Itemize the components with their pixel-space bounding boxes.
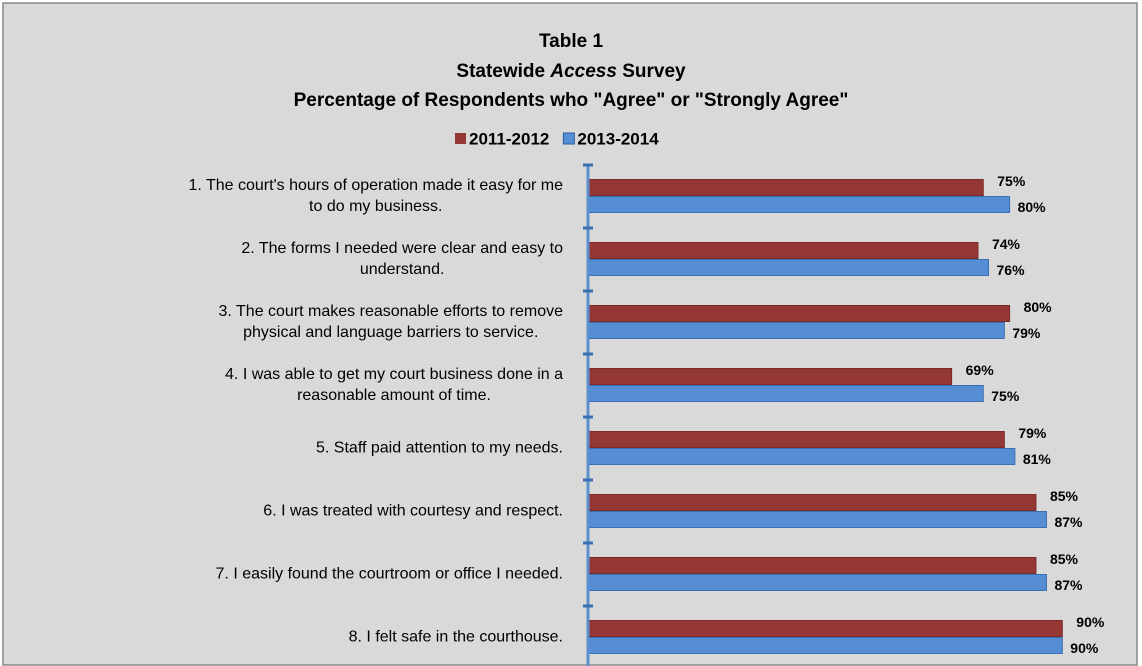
subtitle-part: Survey <box>622 61 686 82</box>
category-label-line: 7. I easily found the courtroom or offic… <box>216 566 563 583</box>
value-label: 75% <box>997 173 1026 189</box>
bar <box>587 574 1047 591</box>
category-label-line: physical and language barriers to servic… <box>243 324 538 341</box>
category-label-line: reasonable amount of time. <box>297 387 491 404</box>
value-label: 79% <box>1018 425 1047 441</box>
bar <box>587 259 990 276</box>
chart-subtitle: Percentage of Respondents who "Agree" or… <box>294 90 849 111</box>
bar <box>587 511 1047 528</box>
category-label: 3. The court makes reasonable efforts to… <box>219 303 564 341</box>
chart-title: Table 1 <box>539 31 603 52</box>
category-label: 2. The forms I needed were clear and eas… <box>241 240 563 278</box>
category-label-line: 3. The court makes reasonable efforts to… <box>219 303 564 320</box>
bar <box>587 431 1005 448</box>
category-label: 7. I easily found the courtroom or offic… <box>216 566 563 583</box>
value-label: 80% <box>1018 199 1047 215</box>
value-label: 87% <box>1054 577 1083 593</box>
bar <box>587 448 1016 465</box>
bar <box>587 196 1011 213</box>
value-label: 69% <box>966 362 995 378</box>
value-label: 85% <box>1050 551 1079 567</box>
bar <box>587 368 953 385</box>
category-label: 5. Staff paid attention to my needs. <box>316 440 563 457</box>
bar <box>587 620 1063 637</box>
category-label-line: 8. I felt safe in the courthouse. <box>349 629 563 646</box>
bar <box>587 179 984 196</box>
category-label: 8. I felt safe in the courthouse. <box>349 629 563 646</box>
value-label: 76% <box>997 262 1026 278</box>
category-label-line: 6. I was treated with courtesy and respe… <box>263 503 563 520</box>
legend-swatch <box>455 133 466 144</box>
category-label-line: 1. The court's hours of operation made i… <box>188 177 563 194</box>
value-label: 79% <box>1012 325 1041 341</box>
value-label: 74% <box>992 236 1021 252</box>
subtitle-part: Statewide <box>456 61 545 82</box>
chart-subtitle: Statewide Access Survey <box>456 61 686 82</box>
category-label: 4. I was able to get my court business d… <box>225 366 563 404</box>
legend-label: 2013-2014 <box>577 129 659 148</box>
value-label: 90% <box>1070 640 1099 656</box>
legend-label: 2011-2012 <box>469 129 549 148</box>
value-label: 85% <box>1050 488 1079 504</box>
bar <box>587 322 1005 339</box>
bar <box>587 557 1037 574</box>
category-label-line: understand. <box>360 261 445 278</box>
category-label-line: 2. The forms I needed were clear and eas… <box>241 240 563 257</box>
value-label: 75% <box>991 388 1020 404</box>
value-label: 90% <box>1076 614 1105 630</box>
category-label-line: 4. I was able to get my court business d… <box>225 366 563 383</box>
bar <box>587 494 1037 511</box>
bar <box>587 637 1063 654</box>
value-label: 87% <box>1054 514 1083 530</box>
bar <box>587 305 1011 322</box>
category-label: 6. I was treated with courtesy and respe… <box>263 503 563 520</box>
subtitle-part: Access <box>549 61 617 82</box>
bar <box>587 385 984 402</box>
category-label: 1. The court's hours of operation made i… <box>188 177 563 215</box>
category-label-line: to do my business. <box>309 198 442 215</box>
category-label-line: 5. Staff paid attention to my needs. <box>316 440 563 457</box>
value-label: 80% <box>1024 299 1053 315</box>
legend: 2011-2012 2013-2014 <box>455 129 659 148</box>
legend-swatch <box>562 132 575 145</box>
bar <box>587 242 979 259</box>
value-label: 81% <box>1023 451 1052 467</box>
